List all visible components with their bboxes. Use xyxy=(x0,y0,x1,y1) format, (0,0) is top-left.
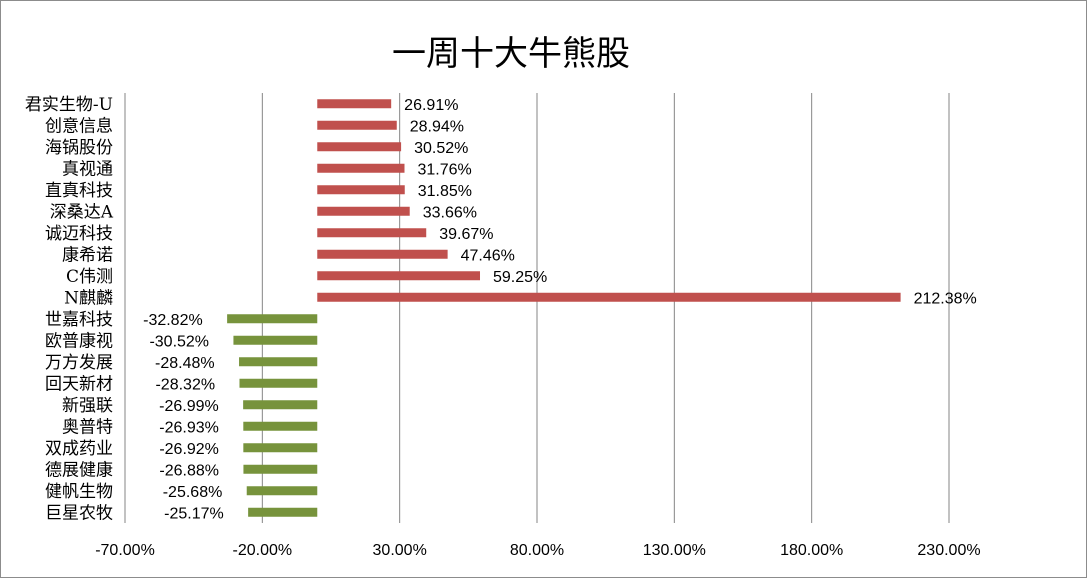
bar-positive xyxy=(317,120,397,130)
data-label: -26.99% xyxy=(159,398,219,415)
data-label: 28.94% xyxy=(410,118,464,135)
data-label: 26.91% xyxy=(404,97,458,114)
data-label: -25.17% xyxy=(164,505,224,522)
bar-positive xyxy=(317,271,481,281)
category-labels: 君实生物-U创意信息海锅股份真视通直真科技深桑达A诚迈科技康希诺C伟测N麒麟世嘉… xyxy=(25,95,114,524)
bar-positive xyxy=(317,292,901,302)
data-label: 59.25% xyxy=(493,269,547,286)
data-label: 31.76% xyxy=(418,161,472,178)
x-tick-label: 180.00% xyxy=(780,542,843,559)
bar-positive xyxy=(317,185,405,195)
bar-negative xyxy=(248,507,318,517)
bar-positive xyxy=(317,206,410,216)
bar-negative xyxy=(243,421,318,431)
data-label: -25.68% xyxy=(163,484,223,501)
category-label: 世嘉科技 xyxy=(45,310,113,330)
gridlines xyxy=(124,93,950,523)
bar-negative xyxy=(246,486,318,496)
category-label: 万方发展 xyxy=(45,353,113,373)
bar-positive xyxy=(317,142,402,152)
x-tick-label: 230.00% xyxy=(917,542,980,559)
category-label: 奥普特 xyxy=(62,417,113,437)
category-label: 深桑达A xyxy=(50,202,114,222)
data-label: 39.67% xyxy=(439,226,493,243)
data-label: -26.93% xyxy=(159,419,219,436)
data-label: -28.48% xyxy=(155,355,215,372)
category-label: N麒麟 xyxy=(64,288,113,308)
data-labels: 26.91% 28.94% 30.52% 31.76% 31.85% 33.66% 39.6… xyxy=(143,97,977,523)
category-label: 健帆生物 xyxy=(45,482,113,502)
data-label: 47.46% xyxy=(461,247,515,264)
category-label: 欧普康视 xyxy=(45,331,113,351)
category-label: 双成药业 xyxy=(45,439,113,459)
data-label: 30.52% xyxy=(414,140,468,157)
chart-title: 一周十大牛熊股 xyxy=(392,34,630,74)
bar-positive xyxy=(317,228,427,238)
data-label: 31.85% xyxy=(418,183,472,200)
bar-negative xyxy=(243,464,318,474)
bar-negative xyxy=(227,314,318,324)
x-tick-label: 30.00% xyxy=(373,542,427,559)
category-label: C伟测 xyxy=(66,267,113,287)
category-label: 君实生物-U xyxy=(25,95,113,115)
category-label: 康希诺 xyxy=(62,245,113,265)
category-label: 巨星农牧 xyxy=(45,503,113,523)
bar-negative xyxy=(239,378,318,388)
category-label: 诚迈科技 xyxy=(45,224,113,244)
data-label: -26.92% xyxy=(159,441,219,458)
category-label: 新强联 xyxy=(62,396,113,416)
bar-positive xyxy=(317,163,405,173)
bar-positive xyxy=(317,99,392,109)
data-label: 212.38% xyxy=(914,290,977,307)
category-label: 德展健康 xyxy=(45,460,113,480)
bar-negative xyxy=(239,357,318,367)
data-label: -30.52% xyxy=(149,333,209,350)
data-label: 33.66% xyxy=(423,204,477,221)
category-label: 直真科技 xyxy=(45,181,113,201)
data-label: -32.82% xyxy=(143,312,203,329)
bar-negative xyxy=(243,443,318,453)
bar-positive xyxy=(317,249,448,259)
bars xyxy=(227,99,901,517)
category-label: 创意信息 xyxy=(45,116,113,136)
bar-negative xyxy=(243,400,318,410)
category-label: 真视通 xyxy=(62,159,113,179)
category-label: 回天新材 xyxy=(45,374,113,394)
x-tick-label: -20.00% xyxy=(233,542,293,559)
x-tick-label: -70.00% xyxy=(95,542,155,559)
data-label: -26.88% xyxy=(159,462,219,479)
bar-negative xyxy=(233,335,318,345)
category-label: 海锅股份 xyxy=(45,138,113,158)
x-tick-label: 130.00% xyxy=(643,542,706,559)
data-label: -28.32% xyxy=(155,376,215,393)
x-tick-label: 80.00% xyxy=(510,542,564,559)
x-axis-ticks: -70.00% -20.00% 30.00% 80.00% 130.00% 180.00%… xyxy=(95,542,980,559)
